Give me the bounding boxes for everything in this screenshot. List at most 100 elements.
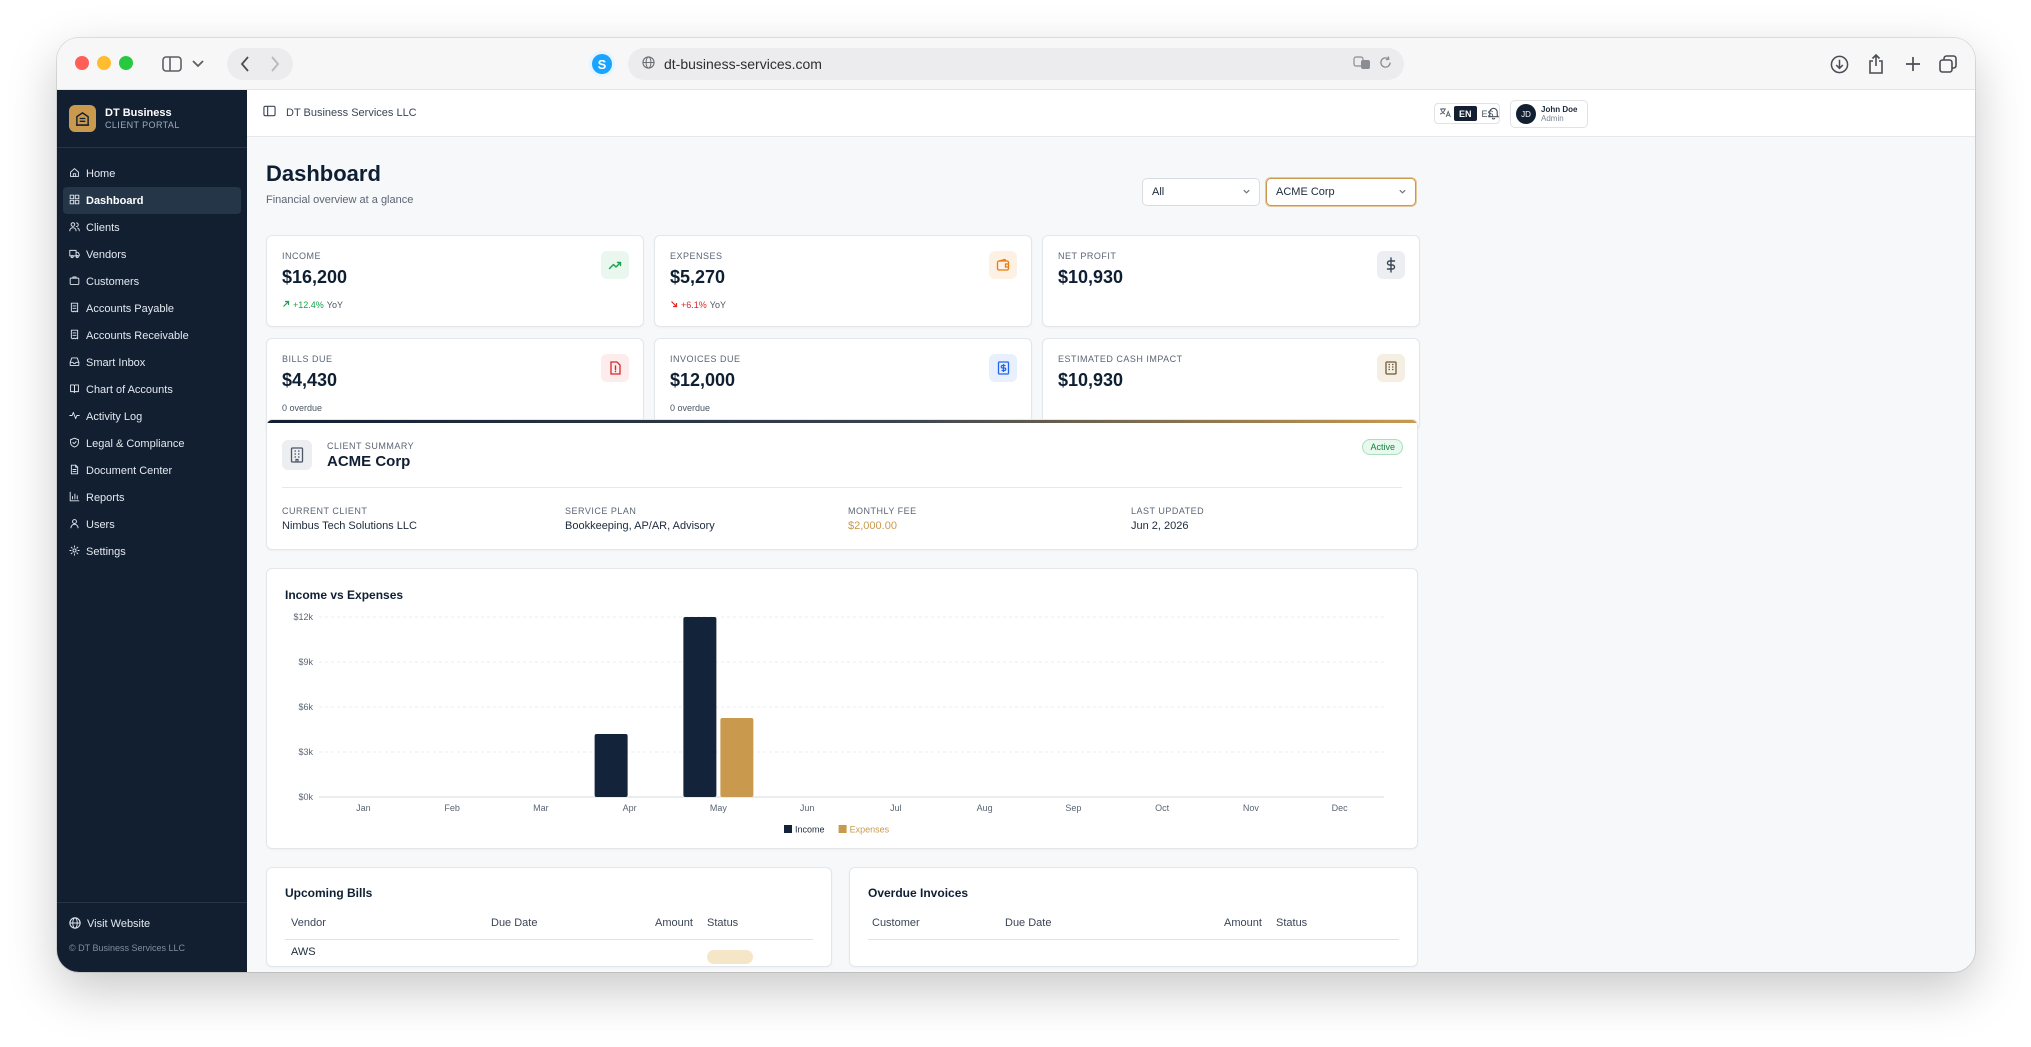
y-tick-label: $0k	[298, 792, 313, 802]
truck-icon	[69, 248, 86, 262]
close-window-button[interactable]	[75, 56, 89, 70]
globe-icon	[642, 56, 655, 72]
lang-option-es[interactable]: ES	[1481, 108, 1494, 119]
tab-group-chevron-down-icon[interactable]	[190, 50, 206, 78]
download-icon[interactable]	[1828, 50, 1850, 78]
minimize-window-button[interactable]	[97, 56, 111, 70]
kpi-label: INVOICES DUE	[670, 354, 741, 364]
x-tick-label: Dec	[1332, 803, 1349, 813]
x-tick-label: Nov	[1243, 803, 1260, 813]
collapse-sidebar-icon[interactable]	[263, 104, 276, 122]
period-filter-value: All	[1152, 186, 1165, 198]
bar-income-may	[683, 617, 717, 797]
visit-website-link[interactable]: Visit Website	[63, 909, 241, 939]
client-summary-label: CLIENT SUMMARY	[327, 441, 415, 451]
sidebar-item-document-center[interactable]: Document Center	[63, 457, 241, 484]
overdue-invoices-card: Overdue Invoices Customer Due Date Amoun…	[849, 867, 1418, 967]
sidebar-item-chart-of-accounts[interactable]: Chart of Accounts	[63, 376, 241, 403]
forward-arrow-icon[interactable]	[265, 50, 285, 78]
kpi-label: EXPENSES	[670, 251, 723, 261]
sidebar-item-accounts-payable[interactable]: Accounts Payable	[63, 295, 241, 322]
sidebar-item-label: Document Center	[86, 464, 173, 477]
kpi-card-net-profit: NET PROFIT $10,930	[1042, 235, 1420, 327]
kpi-change-suffix: YoY	[326, 300, 343, 310]
kpi-label: ESTIMATED CASH IMPACT	[1058, 354, 1183, 364]
kpi-card-bills-due: BILLS DUE $4,430 0 overdue	[266, 338, 644, 430]
lang-option-en[interactable]: EN	[1454, 106, 1477, 121]
share-icon[interactable]	[1865, 50, 1887, 78]
address-bar[interactable]: dt-business-services.com	[628, 48, 1404, 80]
sidebar-item-customers[interactable]: Customers	[63, 268, 241, 295]
sidebar-item-settings[interactable]: Settings	[63, 538, 241, 565]
translate-icon[interactable]	[1353, 55, 1371, 73]
user-menu[interactable]: JD John Doe Admin	[1510, 100, 1588, 128]
sidebar-nav: Home Dashboard Clients Vendors Customers Acco…	[57, 148, 247, 565]
kpi-footnote: 0 overdue	[670, 403, 711, 413]
summary-field-last-updated: LAST UPDATED Jun 2, 2026	[1131, 506, 1205, 532]
column-header-status: Status	[707, 917, 739, 929]
brand-name: DT Business	[105, 106, 172, 119]
brand[interactable]: DT Business CLIENT PORTAL	[57, 90, 247, 148]
table-header-divider	[868, 939, 1399, 940]
sidebar-item-smart-inbox[interactable]: Smart Inbox	[63, 349, 241, 376]
kpi-label: NET PROFIT	[1058, 251, 1117, 261]
kpi-label: INCOME	[282, 251, 321, 261]
new-tab-plus-icon[interactable]	[1902, 50, 1924, 78]
client-filter-value: ACME Corp	[1276, 186, 1335, 198]
sidebar-item-label: Clients	[86, 221, 120, 234]
invoice-dollar-icon	[989, 354, 1017, 382]
sidebar-item-activity-log[interactable]: Activity Log	[63, 403, 241, 430]
y-tick-label: $3k	[298, 747, 313, 757]
kpi-change-value: +12.4%	[293, 300, 324, 310]
x-tick-label: Apr	[623, 803, 637, 813]
x-tick-label: Sep	[1065, 803, 1081, 813]
divider	[282, 487, 1402, 488]
inbox-icon	[69, 356, 86, 370]
history-nav	[227, 48, 293, 80]
column-header-due-date: Due Date	[491, 917, 538, 929]
back-arrow-icon[interactable]	[235, 50, 255, 78]
kpi-change-value: +6.1%	[681, 300, 707, 310]
client-filter-select[interactable]: ACME Corp	[1266, 178, 1416, 206]
kpi-value: $16,200	[282, 267, 348, 287]
shield-icon	[69, 437, 86, 451]
sidebar-item-legal-and-compliance[interactable]: Legal & Compliance	[63, 430, 241, 457]
x-tick-label: Oct	[1155, 803, 1170, 813]
column-header-vendor: Vendor	[291, 917, 326, 929]
kpi-card-expenses: EXPENSES $5,270 +6.1% YoY	[654, 235, 1032, 327]
column-header-status: Status	[1276, 917, 1308, 929]
sidebar-item-clients[interactable]: Clients	[63, 214, 241, 241]
arrow-up-right-icon	[282, 300, 290, 310]
sidebar-item-label: Users	[86, 518, 115, 531]
url-text: dt-business-services.com	[664, 56, 822, 72]
sidebar-toggle-icon[interactable]	[161, 50, 183, 78]
browser-toolbar: S dt-business-services.com	[57, 38, 1975, 90]
column-header-customer: Customer	[872, 917, 920, 929]
page-subtitle: Financial overview at a glance	[266, 194, 414, 206]
bell-icon[interactable]	[1487, 106, 1500, 125]
client-summary-card: CLIENT SUMMARY ACME Corp Active CURRENT …	[266, 419, 1418, 550]
sidebar-item-dashboard[interactable]: Dashboard	[63, 187, 241, 214]
reload-icon[interactable]	[1379, 56, 1392, 72]
tab-overview-icon[interactable]	[1937, 50, 1959, 78]
upcoming-bills-title: Upcoming Bills	[285, 886, 373, 900]
period-filter-select[interactable]: All	[1142, 178, 1260, 206]
x-tick-label: Jul	[890, 803, 902, 813]
y-tick-label: $6k	[298, 702, 313, 712]
sidebar-item-home[interactable]: Home	[63, 160, 241, 187]
sidebar-item-reports[interactable]: Reports	[63, 484, 241, 511]
sidebar-item-vendors[interactable]: Vendors	[63, 241, 241, 268]
sidebar-item-label: Chart of Accounts	[86, 383, 173, 396]
maximize-window-button[interactable]	[119, 56, 133, 70]
kpi-footnote: 0 overdue	[282, 403, 323, 413]
book-icon	[69, 383, 86, 397]
receipt-icon	[69, 329, 86, 343]
sidebar-item-users[interactable]: Users	[63, 511, 241, 538]
sidebar-item-accounts-receivable[interactable]: Accounts Receivable	[63, 322, 241, 349]
kpi-change-suffix: YoY	[709, 300, 726, 310]
file-icon	[69, 464, 86, 478]
receipt-icon	[69, 302, 86, 316]
table-header-divider	[285, 939, 813, 940]
avatar: JD	[1516, 104, 1536, 124]
user-role: Admin	[1541, 114, 1564, 123]
